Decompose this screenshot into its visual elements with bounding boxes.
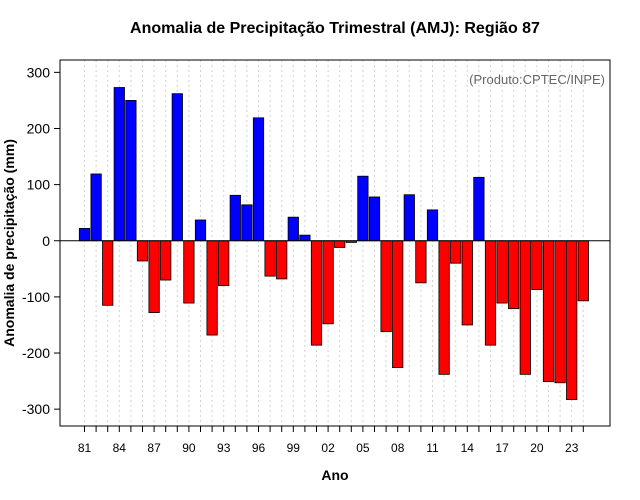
- bar-2003: [334, 240, 346, 248]
- bar-2007: [380, 240, 392, 333]
- chart-title: Anomalia de Precipitação Trimestral (AMJ…: [130, 20, 540, 37]
- bar-2013: [450, 240, 462, 264]
- y-tick-label: 200: [27, 120, 51, 136]
- bar-1991: [194, 219, 207, 242]
- x-tick-label: 87: [147, 441, 161, 455]
- bar-2024: [577, 240, 589, 302]
- bar-2006: [368, 196, 381, 242]
- plot-frame: [59, 59, 611, 427]
- bar-1982: [90, 173, 102, 242]
- x-axis-label: Ano: [321, 467, 349, 483]
- bar-1997: [264, 240, 276, 277]
- axes: -300 -200 -100 0 100 200 300 81 84 87 90 93 96 99 02 05…: [22, 64, 584, 455]
- bar-1996: [252, 117, 265, 242]
- bar-2022: [554, 240, 566, 384]
- bar-2019: [519, 240, 531, 375]
- y-tick-label: -300: [22, 401, 50, 417]
- x-tick-label: 08: [391, 441, 405, 455]
- product-annotation: (Produto:CPTEC/INPE): [469, 72, 605, 87]
- bar-2011: [426, 209, 439, 242]
- bar-2012: [438, 240, 450, 375]
- bar-1985: [125, 100, 137, 242]
- x-tick-label: 81: [78, 441, 92, 455]
- y-tick-label: 300: [27, 64, 51, 80]
- x-tick-label: 20: [530, 441, 544, 455]
- bar-2009: [403, 194, 415, 242]
- x-tick-label: 02: [321, 441, 335, 455]
- bar-1999: [287, 216, 299, 242]
- bar-1984: [113, 87, 125, 242]
- bar-1995: [241, 204, 253, 242]
- bar-1988: [160, 240, 172, 281]
- x-tick-label: 11: [426, 441, 439, 455]
- y-tick-label: 0: [42, 233, 50, 249]
- bar-2020: [531, 240, 543, 290]
- bar-2005: [357, 175, 369, 242]
- x-tick-label: 99: [287, 441, 301, 455]
- bars: [78, 87, 589, 401]
- x-tick-label: 93: [217, 441, 231, 455]
- x-tick-label: 14: [461, 441, 475, 455]
- bar-2002: [322, 240, 334, 325]
- bar-2008: [392, 240, 404, 369]
- bar-2014: [461, 240, 473, 326]
- bar-2018: [508, 240, 520, 310]
- y-tick-label: -200: [22, 345, 50, 361]
- bar-2000: [299, 234, 311, 242]
- x-tick-label: 17: [495, 441, 509, 455]
- bar-2023: [566, 240, 578, 401]
- bar-2015: [473, 176, 485, 242]
- x-tick-label: 96: [252, 441, 266, 455]
- y-tick-label: -100: [22, 289, 50, 305]
- bar-1983: [102, 240, 114, 306]
- bar-1981: [78, 228, 91, 242]
- bar-1989: [171, 93, 183, 242]
- bar-1998: [276, 240, 288, 280]
- bar-1994: [229, 194, 241, 242]
- x-tick-label: 05: [356, 441, 370, 455]
- bar-1992: [206, 240, 218, 336]
- bar-1990: [183, 240, 195, 304]
- bar-2017: [496, 240, 508, 304]
- y-axis-label: Anomalia de precipitação (mm): [1, 139, 17, 347]
- x-tick-label: 84: [113, 441, 127, 455]
- y-tick-label: 100: [27, 177, 51, 193]
- bar-1987: [148, 240, 160, 314]
- bar-1986: [136, 240, 149, 262]
- x-tick-label: 23: [565, 441, 579, 455]
- bar-1993: [218, 240, 230, 287]
- bar-2001: [310, 240, 323, 346]
- x-tick-label: 90: [182, 441, 196, 455]
- bar-2016: [484, 240, 497, 346]
- bar-2021: [542, 240, 555, 383]
- bar-2010: [415, 240, 427, 284]
